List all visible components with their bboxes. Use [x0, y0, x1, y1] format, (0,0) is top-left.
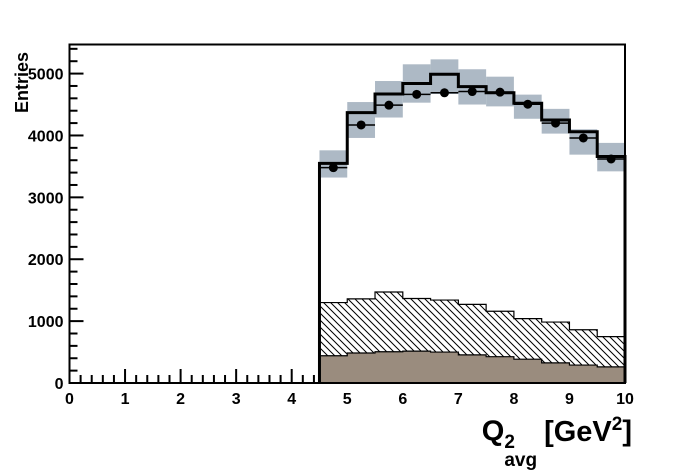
solid-histogram: [318, 350, 626, 384]
y-axis-ticks: [70, 47, 84, 384]
x-title-base: Q: [481, 415, 505, 448]
mc-step-line: [317, 72, 627, 383]
x-title-unit: [GeV: [544, 415, 612, 448]
y-tick-label: 1000: [28, 314, 64, 331]
x-tick-label: 8: [509, 391, 518, 408]
x-tick-label: 10: [616, 391, 634, 408]
y-tick-label: 0: [55, 376, 64, 393]
x-title-unit-close: ]: [622, 415, 632, 448]
data-points: [319, 87, 625, 173]
data-point-marker: [384, 100, 394, 110]
x-tick-label: 3: [232, 391, 241, 408]
data-point-marker: [523, 99, 533, 109]
x-title-unit-sup: 2: [611, 414, 623, 435]
data-point-marker: [439, 88, 449, 98]
data-point-marker: [578, 133, 588, 143]
y-tick-label: 5000: [28, 67, 64, 84]
data-point-marker: [412, 89, 422, 99]
y-tick-label: 3000: [28, 190, 64, 207]
x-title-sup: 2: [504, 431, 515, 453]
x-tick-label: 1: [121, 391, 130, 408]
x-tick-label: 2: [176, 391, 185, 408]
band-box: [430, 59, 459, 95]
data-point-marker: [495, 87, 505, 97]
y-axis-title: Entries: [12, 51, 32, 113]
band-box: [375, 81, 403, 118]
x-tick-label: 7: [454, 391, 463, 408]
x-tick-label: 6: [398, 391, 407, 408]
x-axis-title: Q 2 avg [GeV2]: [482, 414, 632, 470]
y-tick-label: 4000: [28, 128, 64, 145]
y-tick-label: 2000: [28, 252, 64, 269]
x-title-sub: avg: [504, 449, 538, 471]
plot-frame: [68, 43, 626, 384]
x-tick-labels: 0 1 2 3 4 5 6 7 8 9 10: [65, 391, 634, 408]
x-tick-label: 4: [287, 391, 296, 408]
data-point-marker: [606, 154, 616, 164]
data-point-marker: [328, 163, 338, 173]
data-point-marker: [467, 87, 477, 97]
x-tick-label: 9: [565, 391, 574, 408]
band-box: [347, 102, 376, 138]
data-point-marker: [356, 120, 366, 130]
y-tick-labels: 0 1000 2000 3000 4000 5000: [28, 67, 64, 393]
x-tick-label: 5: [343, 391, 352, 408]
x-tick-label: 0: [65, 391, 74, 408]
systematic-band: [319, 59, 625, 178]
data-point-marker: [551, 118, 561, 128]
